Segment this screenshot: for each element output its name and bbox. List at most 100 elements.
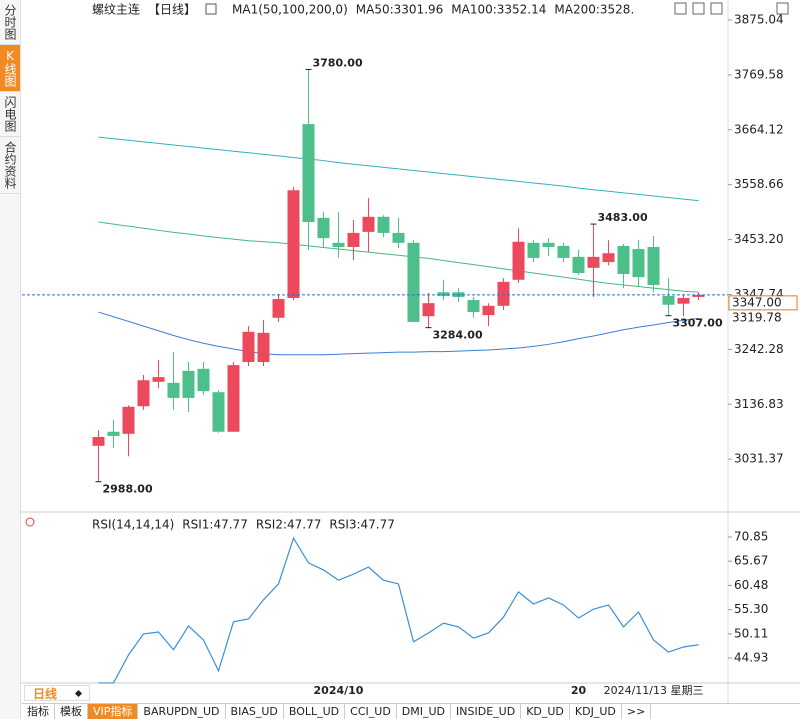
side-tab[interactable]: K线图 [0,45,20,92]
price-tag [729,310,797,325]
candle-body [542,242,555,247]
x-tick-label: 2024/10 [314,684,364,697]
extreme-label: 3284.00 [433,329,483,342]
candle-body [272,299,285,318]
candle-body [587,256,600,268]
y-tick-label: 70.85 [734,530,768,544]
legend-entry: MA100:3352.14 [451,3,546,17]
legend-entry: MA50:3301.96 [356,3,444,17]
candle-body [527,242,540,258]
y-tick-label: 44.93 [734,651,768,665]
side-tab[interactable]: 分时图 [0,0,20,45]
candle-body [437,292,450,296]
candle-body [137,380,150,407]
candle-body [572,256,585,274]
side-tab[interactable]: 合约资料 [0,137,20,194]
price-tag [728,295,798,311]
y-tick-label: 3242.28 [734,342,784,356]
candle-body [422,303,435,317]
y-tick-label: 65.67 [734,554,768,568]
candle-body [602,253,615,263]
ma-line [98,136,699,202]
extreme-label: 3483.00 [598,211,648,224]
bottom-tabs: 指标 模板 VIP指标 BARUPDN_UD BIAS_UD BOLL_UD CCI_UD D… [22,703,800,719]
icon[interactable] [776,2,789,15]
bottom-tab[interactable]: INSIDE_UD [451,704,522,719]
y-tick-label: 3031.37 [734,452,784,466]
candle-body [497,281,510,306]
candle-body [692,294,705,297]
candle-body [392,232,405,243]
x-tick-label: 20 [571,684,587,697]
candle-body [377,216,390,233]
candle-body [302,124,315,222]
bottom-tab[interactable]: CCI_UD [345,704,397,719]
candle-body [182,370,195,398]
bottom-tab[interactable]: BIAS_UD [226,704,284,719]
candle-body [167,382,180,398]
bottom-tab[interactable]: BOLL_UD [284,704,346,719]
toolbar-icons[interactable] [674,2,789,15]
period-button[interactable]: 日线 [24,685,90,701]
bottom-tab[interactable]: >> [622,704,652,719]
candle-body [197,368,210,392]
bottom-tab[interactable]: DMI_UD [397,704,452,719]
candle-body [647,246,660,285]
candle-body [512,241,525,280]
candle-body [212,392,225,432]
ma-line [98,221,699,293]
legend-entry: RSI1:47.77 [182,518,248,532]
candle-body [677,297,690,304]
candle-body [557,245,570,258]
candle-body [242,331,255,363]
indicator-icon[interactable] [205,3,217,15]
y-tick-label: 3558.66 [734,177,784,191]
sidebar: 分时图 K线图 闪电图 合约资料 [0,0,21,719]
icon[interactable] [674,2,687,15]
legend-entry: RSI3:47.77 [329,518,395,532]
y-tick-label: 3769.58 [734,67,784,81]
y-tick-label: 3875.04 [734,13,784,27]
candle-body [122,406,135,434]
ma-line [98,311,699,356]
icon[interactable] [692,2,705,15]
candle-body [632,249,645,278]
symbol: 螺纹主连 [92,2,140,17]
side-tab[interactable]: 闪电图 [0,92,20,137]
period-label: 【日线】 [148,3,196,17]
candle-body [617,245,630,275]
indicator-name: MA1(50,100,200,0) [232,3,348,17]
candle-body [362,216,375,232]
extreme-label: 3307.00 [673,317,723,330]
cursor-label: 2024/11/13 星期三 [604,684,704,697]
candle-body [407,242,420,322]
candle-body [482,305,495,316]
candle-body [332,242,345,247]
bottom-tab[interactable]: 指标 [22,704,55,719]
price-tag-label: 3347.00 [732,295,782,309]
candle-body [107,431,120,436]
candle-body [92,436,105,446]
bottom-tab[interactable]: KDJ_UD [570,704,622,719]
icon[interactable] [710,2,723,15]
legend-entry: MA200:3528. [554,3,634,17]
candle-body [317,217,330,239]
candle-body [257,332,270,363]
bottom-tab[interactable]: 模板 [55,704,88,719]
bottom-tab[interactable]: KD_UD [521,704,570,719]
rsi-line [98,536,699,684]
bottom-tab[interactable]: VIP指标 [88,704,139,719]
settings-icon[interactable] [25,517,35,527]
y-tick-label: 60.48 [734,578,768,592]
candle-body [662,295,675,305]
cursor-label-bg [601,684,706,699]
bottom-tab[interactable]: BARUPDN_UD [138,704,226,719]
y-tick-label: 55.30 [734,602,768,616]
candle-body [152,377,165,382]
indicator-name: RSI(14,14,14) [92,518,174,532]
price-tag-label: 3319.78 [732,310,782,324]
y-tick-label: 50.11 [734,626,768,640]
candle-body [287,190,300,298]
